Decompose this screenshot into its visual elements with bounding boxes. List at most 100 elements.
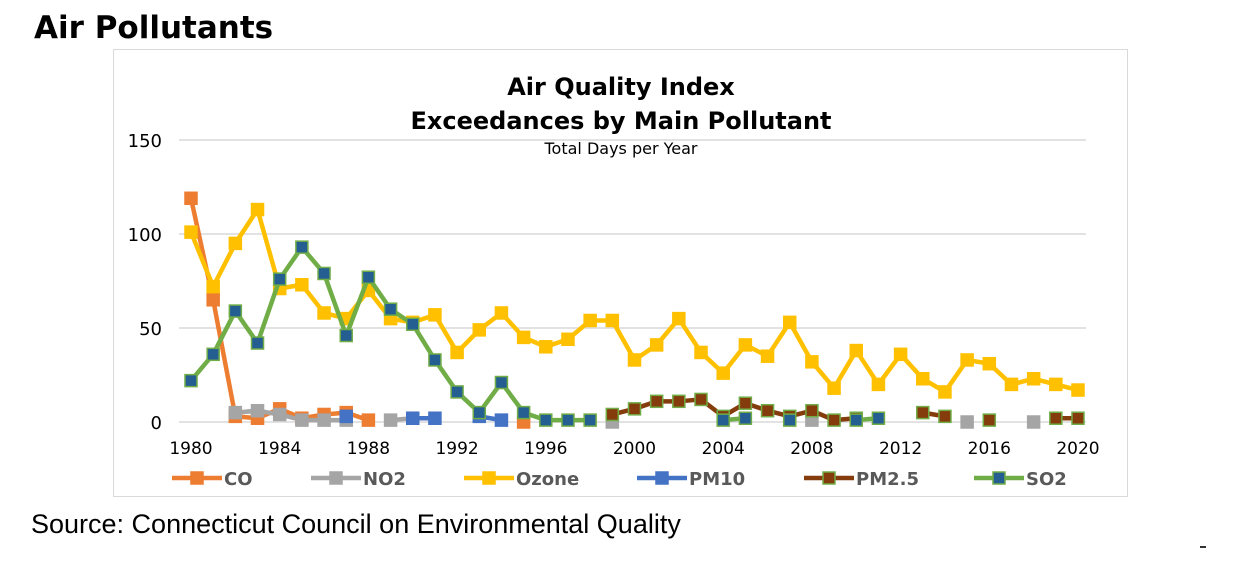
data-point xyxy=(317,413,331,427)
data-point xyxy=(206,347,220,362)
data-point xyxy=(1026,415,1041,429)
data-point xyxy=(1049,411,1063,425)
corner-mark xyxy=(1200,546,1206,548)
series-pm25 xyxy=(605,392,1085,427)
y-tick-label: 150 xyxy=(128,131,162,152)
legend-item: SO2 xyxy=(974,469,1067,490)
data-point xyxy=(516,405,531,420)
legend-label: NO2 xyxy=(363,469,406,490)
y-tick-label: 50 xyxy=(139,319,162,340)
data-point xyxy=(605,313,620,328)
legend-item: PM2.5 xyxy=(804,469,919,490)
legend: CO NO2 Ozone PM10 PM2.5 SO2 xyxy=(172,469,1067,490)
data-point xyxy=(938,385,952,399)
data-point xyxy=(361,413,376,427)
data-point xyxy=(716,366,730,380)
data-point xyxy=(228,304,243,318)
data-point xyxy=(849,343,863,358)
legend-marker xyxy=(482,471,496,485)
data-point xyxy=(893,347,908,362)
data-point xyxy=(583,313,597,328)
data-point xyxy=(317,306,331,320)
data-point xyxy=(184,373,198,388)
data-point xyxy=(760,349,775,363)
data-point xyxy=(539,413,553,427)
data-point xyxy=(295,240,309,254)
data-point xyxy=(738,338,753,352)
data-point xyxy=(406,411,420,425)
chart-svg: Air Quality Index Exceedances by Main Po… xyxy=(128,73,1100,490)
data-point xyxy=(960,353,974,367)
x-axis-ticks: 1980 1984 1988 1992 1996 2000 2004 2008 2012 2016… xyxy=(169,439,1099,459)
data-point xyxy=(982,356,997,371)
series-so2 xyxy=(184,240,886,427)
data-point xyxy=(406,317,420,331)
data-point xyxy=(938,409,952,424)
legend-label: Ozone xyxy=(516,469,579,490)
data-point xyxy=(206,279,220,294)
legend-marker xyxy=(992,471,1006,485)
data-point xyxy=(383,302,398,316)
data-point xyxy=(649,394,664,409)
chart-frame: Air Quality Index Exceedances by Main Po… xyxy=(113,49,1128,497)
gridlines xyxy=(179,139,1086,423)
data-point xyxy=(716,413,730,427)
data-point xyxy=(250,403,265,418)
chart-title: Air Quality Index xyxy=(507,73,735,101)
data-point xyxy=(272,272,287,286)
data-point xyxy=(805,403,819,418)
data-point xyxy=(782,413,797,427)
data-point xyxy=(694,345,708,360)
x-tick-label: 2012 xyxy=(879,439,922,459)
data-point xyxy=(339,409,353,424)
data-point xyxy=(1071,383,1085,397)
data-point xyxy=(849,413,863,427)
legend-item: CO xyxy=(172,469,253,490)
data-point xyxy=(295,413,309,427)
data-point xyxy=(472,405,487,420)
series-line xyxy=(188,197,370,423)
y-tick-label: 100 xyxy=(128,225,162,246)
chart-title-line2: Exceedances by Main Pollutant xyxy=(410,107,831,135)
data-point xyxy=(760,403,775,418)
data-point xyxy=(184,225,198,239)
data-point xyxy=(627,353,642,367)
data-point xyxy=(250,336,265,350)
data-point xyxy=(228,405,243,420)
data-point xyxy=(539,340,553,354)
data-point xyxy=(428,353,442,367)
data-point xyxy=(184,191,198,206)
data-point xyxy=(317,266,331,281)
data-point xyxy=(450,385,464,399)
data-point xyxy=(871,411,886,425)
x-tick-label: 2004 xyxy=(702,439,745,459)
data-point xyxy=(428,411,442,425)
x-tick-label: 2008 xyxy=(790,439,833,459)
data-point xyxy=(494,413,509,427)
data-point xyxy=(982,413,997,427)
data-point xyxy=(960,415,974,429)
legend-marker xyxy=(190,471,204,485)
data-point xyxy=(494,306,509,320)
data-point xyxy=(1026,372,1041,386)
data-point xyxy=(494,375,509,390)
data-point xyxy=(738,411,753,425)
data-point xyxy=(871,377,886,392)
legend-label: CO xyxy=(224,469,253,490)
data-point xyxy=(627,402,642,416)
legend-label: PM10 xyxy=(689,469,745,490)
data-point xyxy=(361,270,376,284)
legend-marker xyxy=(655,471,669,485)
data-point xyxy=(561,413,575,427)
x-tick-label: 1984 xyxy=(258,439,301,459)
data-point xyxy=(516,330,531,345)
data-point xyxy=(827,381,841,395)
data-point xyxy=(472,323,487,337)
data-point xyxy=(561,332,575,347)
y-axis-ticks: 0 50 100 150 xyxy=(128,131,162,434)
data-point xyxy=(649,338,664,352)
legend-marker xyxy=(822,471,836,485)
data-point xyxy=(805,355,819,369)
data-point xyxy=(206,293,220,307)
data-point xyxy=(1004,377,1019,392)
